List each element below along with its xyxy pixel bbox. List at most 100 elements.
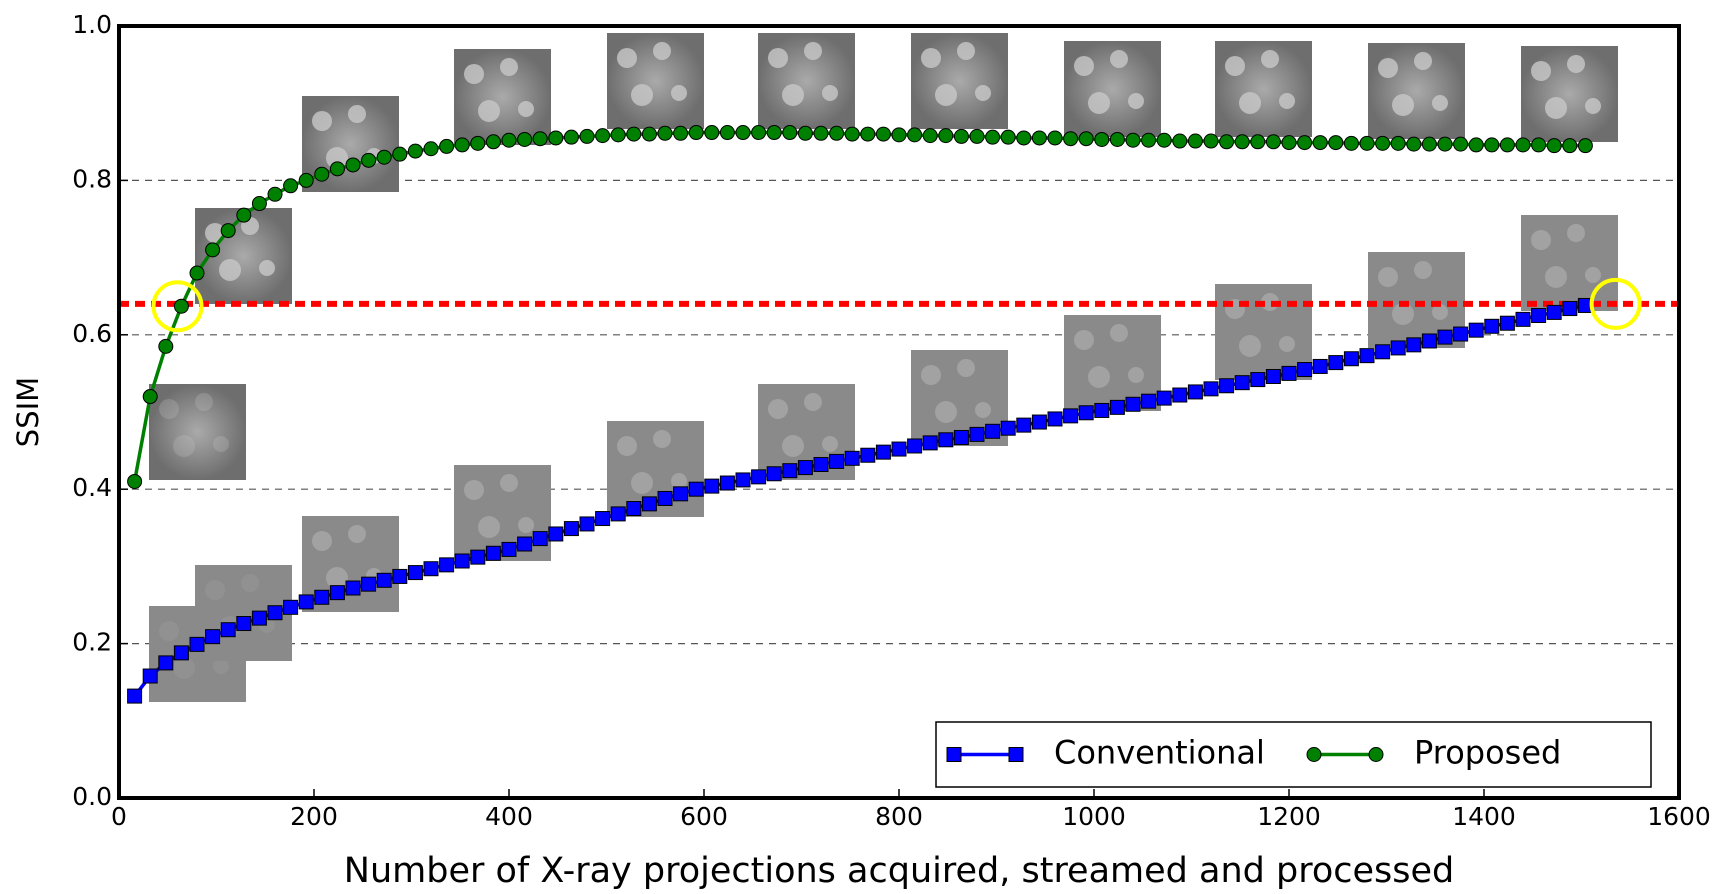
marker [875,444,891,460]
thumbnail-feature [782,84,804,106]
marker [236,616,252,632]
marker [782,125,798,141]
marker [439,557,455,573]
legend-label: Proposed [1414,734,1561,772]
marker [688,481,704,497]
marker [735,125,751,141]
marker [1203,381,1219,397]
thumbnail-feature [518,101,534,117]
x-tick-label: 1000 [1062,802,1126,831]
marker [610,506,626,522]
marker [470,549,486,565]
marker [1109,131,1125,147]
marker [704,125,720,141]
marker [1328,135,1344,151]
marker [766,466,782,482]
marker [595,128,611,144]
marker [1141,132,1157,148]
marker [189,265,205,281]
marker [407,565,423,581]
x-tick-label: 1400 [1452,802,1516,831]
thumbnail-feature [478,100,500,122]
marker [1281,135,1297,151]
marker [298,594,314,610]
thumbnail-feature [173,657,195,679]
legend-marker [1306,747,1322,762]
marker [220,622,236,638]
thumbnail-feature [1545,266,1567,288]
marker [501,132,517,148]
x-tick-label: 400 [485,802,533,831]
marker [1297,362,1313,378]
marker [641,496,657,512]
thumbnail-feature [312,111,332,131]
highlight-circle [1589,277,1642,330]
marker [860,126,876,142]
marker [517,536,533,552]
marker [1265,134,1281,150]
thumbnail-feature [1585,98,1601,114]
marker [376,149,392,165]
marker [829,125,845,141]
marker [688,125,704,141]
marker [1047,130,1063,146]
thumbnail-feature [1432,95,1448,111]
thumbnail-feature [500,58,518,76]
thumbnail-feature [921,48,941,68]
marker [1141,393,1157,409]
marker [1234,134,1250,150]
marker [1281,365,1297,381]
thumbnail-feature [671,85,687,101]
thumbnail-feature [617,436,637,456]
marker [907,438,923,454]
thumbnail-feature [1531,61,1551,81]
marker [127,473,143,489]
marker [907,127,923,143]
marker [548,130,564,146]
marker [1187,133,1203,149]
thumbnail-feature [1414,261,1432,279]
marker [298,172,314,188]
marker [1109,399,1125,415]
marker [283,599,299,615]
thumbnail-feature [822,85,838,101]
marker [532,531,548,547]
marker [1375,344,1391,360]
thumbnail-feature [1074,330,1094,350]
marker [1265,368,1281,384]
legend-box [935,721,1652,788]
marker [158,338,174,354]
marker [1000,420,1016,436]
thumbnail-feature [478,516,500,538]
marker [1156,390,1172,406]
y-tick-label: 0.8 [72,164,112,193]
thumbnail-feature [464,64,484,84]
thumbnail-feature [348,525,366,543]
marker [173,645,189,661]
marker [267,186,283,202]
thumbnail-feature [768,48,788,68]
thumbnail-feature [782,435,804,457]
marker [251,610,267,626]
marker [938,432,954,448]
thumbnail-feature [173,435,195,457]
marker [1172,133,1188,149]
marker [610,127,626,143]
marker [470,135,486,151]
marker [953,128,969,144]
thumbnail-feature [326,567,348,589]
thumbnail-feature [804,42,822,60]
marker [797,460,813,476]
marker [1297,135,1313,151]
thumbnail-feature [1378,267,1398,287]
marker [1562,138,1578,154]
thumbnail-feature [348,105,366,123]
thumbnail-feature [312,531,332,551]
x-tick-label: 1200 [1257,802,1321,831]
thumbnail-feature [205,580,225,600]
thumbnail-feature [159,399,179,419]
marker [532,131,548,147]
marker [1421,333,1437,349]
marker [766,125,782,141]
marker [127,688,143,704]
